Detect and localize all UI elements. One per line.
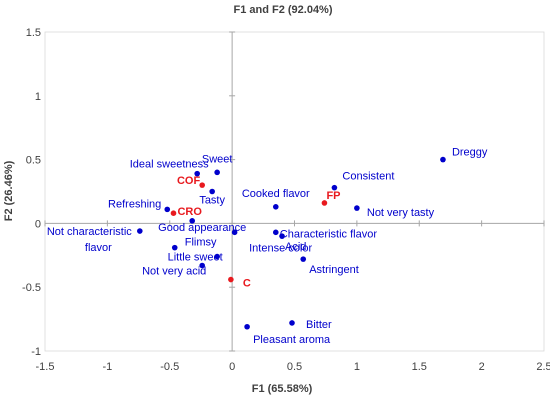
observation-point	[321, 200, 328, 206]
variable-label: Flimsy	[185, 237, 217, 249]
point-labels: Dreggy Consistent Not very tasty Cooked fla…	[47, 147, 488, 346]
variable-label: Intense color	[249, 242, 312, 254]
variable-label: Sweet	[202, 153, 233, 165]
variable-point	[231, 229, 238, 236]
variable-point	[199, 262, 205, 269]
variable-point	[354, 205, 360, 211]
variable-point	[171, 244, 178, 251]
variable-label: Pleasant aroma	[253, 334, 331, 346]
x-tick-label: 0.5	[287, 361, 302, 373]
variable-point	[209, 188, 215, 195]
variable-point	[164, 206, 171, 213]
variable-label: Ideal sweetness	[130, 159, 209, 171]
variable-point	[244, 323, 250, 330]
variable-point	[279, 233, 285, 239]
variable-label: Little sweet	[168, 252, 223, 264]
variable-point	[272, 229, 279, 236]
x-tick-label: 0	[229, 361, 235, 373]
x-tick-label: 2.5	[536, 361, 550, 373]
x-tick-label: 1	[354, 361, 360, 373]
variable-point	[189, 218, 196, 224]
tick-labels: -1.5 -1 -0.5 0 0.5 1 1.5 2 2.5 -1 -0.5 0 0.5 1 1.5	[22, 27, 550, 373]
variable-label: Refreshing	[108, 198, 161, 210]
variable-point	[331, 184, 338, 191]
variable-label: Acid	[285, 241, 306, 253]
variable-label: Characteristic flavor	[280, 228, 378, 240]
chart-title: F1 and F2 (92.04%)	[233, 4, 332, 16]
observation-label: FP	[326, 190, 340, 202]
axes	[44, 31, 545, 352]
variable-point	[300, 256, 307, 262]
observation-label: C	[243, 278, 251, 290]
y-tick-label: -1	[31, 346, 41, 358]
variable-point	[194, 170, 200, 177]
variable-point	[214, 253, 220, 260]
variable-point	[440, 156, 446, 163]
y-tick-label: 1.5	[26, 27, 41, 39]
variable-label: Astringent	[309, 264, 359, 276]
variable-point	[272, 204, 279, 210]
y-tick-label: 0.5	[26, 155, 41, 167]
x-tick-label: 1.5	[412, 361, 427, 373]
variable-point	[137, 228, 143, 234]
variable-label: Not characteristic flavor	[47, 226, 132, 254]
observation-label: CRO	[177, 206, 202, 218]
variable-point	[289, 320, 295, 326]
x-tick-label: 2	[479, 361, 485, 373]
observation-point	[170, 210, 177, 216]
observation-label: COF	[177, 175, 201, 187]
y-axis-title: F2 (26.46%)	[3, 160, 15, 221]
variable-label: Dreggy	[452, 147, 488, 159]
variable-point	[214, 169, 220, 176]
x-axis-title: F1 (65.58%)	[252, 383, 313, 395]
variable-label: Good appearance	[158, 222, 246, 234]
x-tick-label: -0.5	[160, 361, 179, 373]
y-tick-label: 1	[35, 91, 41, 103]
x-tick-label: -1.5	[36, 361, 55, 373]
data-points	[137, 156, 446, 330]
plot-area	[44, 31, 545, 352]
variable-label: Bitter	[306, 319, 332, 331]
variable-label: Tasty	[199, 195, 225, 207]
variable-label: Not very acid	[142, 266, 206, 278]
y-tick-label: 0	[35, 218, 41, 230]
variable-label: Consistent	[342, 171, 394, 183]
variable-label: Cooked flavor	[242, 188, 310, 200]
observation-point	[199, 182, 205, 188]
variable-label: Not very tasty	[367, 207, 435, 219]
y-tick-label: -0.5	[22, 282, 41, 294]
observation-point	[228, 276, 234, 283]
x-tick-label: -1	[102, 361, 112, 373]
